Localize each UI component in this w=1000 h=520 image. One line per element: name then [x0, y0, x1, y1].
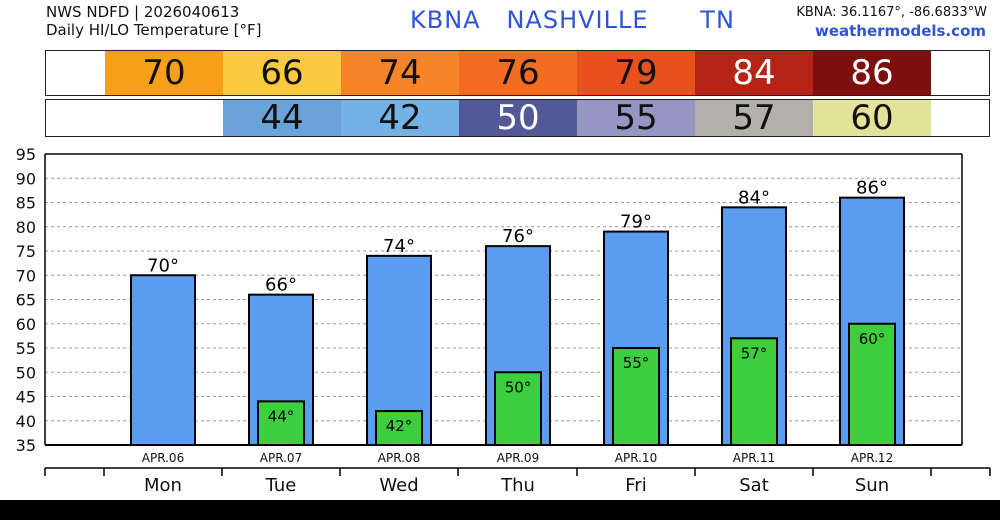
high-value-label: 79°	[620, 212, 652, 233]
date-label: APR.06	[142, 451, 184, 465]
low-value-label: 42°	[386, 417, 413, 435]
date-label: APR.08	[378, 451, 420, 465]
day-label: Fri	[625, 475, 646, 496]
low-bar	[375, 410, 423, 446]
lo-cell-2: 44	[223, 98, 341, 138]
site-link[interactable]: weathermodels.com	[814, 22, 986, 40]
low-bar	[257, 400, 305, 447]
station-coordinates: KBNA: 36.1167°, -86.6833°W	[796, 5, 987, 20]
day-label: Thu	[500, 475, 535, 496]
date-label: APR.12	[851, 451, 893, 465]
y-tick-label: 70	[16, 266, 36, 285]
low-bar	[730, 337, 778, 446]
product-title: NWS NDFD | 2026040613	[46, 3, 240, 21]
hi-cell-2: 66	[223, 51, 341, 95]
high-temperature-strip: 70 66 74 76 79 84 86	[45, 50, 990, 96]
y-tick-label: 35	[16, 436, 36, 455]
temperature-bar-chart: 35 40 45 50 55 60 65 70 75 80 85 90 95 70° 66° 44° 74° 42…	[16, 145, 991, 496]
low-temperature-strip: 44 42 50 55 57 60	[45, 98, 990, 138]
lo-cell-7: 60	[813, 98, 931, 138]
lo-cell-4: 50	[459, 98, 577, 138]
day-label: Tue	[265, 475, 297, 496]
variable-title: Daily HI/LO Temperature [°F]	[46, 21, 262, 39]
day-label: Mon	[144, 475, 182, 496]
y-tick-label: 40	[16, 412, 36, 431]
hi-cell-6: 84	[695, 51, 813, 95]
y-tick-label: 60	[16, 315, 36, 334]
day-label: Wed	[379, 475, 418, 496]
low-value-label: 44°	[268, 407, 295, 425]
y-tick-label: 65	[16, 291, 36, 310]
hi-cell-1: 70	[105, 51, 223, 95]
y-tick-label: 90	[16, 169, 36, 188]
hi-cell-5: 79	[577, 51, 695, 95]
low-bar	[848, 322, 896, 446]
lo-cell-5: 55	[577, 98, 695, 138]
date-label: APR.09	[497, 451, 539, 465]
day-label: Sun	[855, 475, 889, 496]
high-value-label: 86°	[856, 178, 888, 199]
high-bar	[130, 274, 196, 446]
high-value-label: 84°	[738, 187, 770, 208]
date-label: APR.11	[733, 451, 775, 465]
high-value-label: 76°	[502, 226, 534, 247]
date-label: APR.07	[260, 451, 302, 465]
y-tick-label: 85	[16, 194, 36, 213]
high-value-label: 74°	[383, 236, 415, 257]
hi-cell-3: 74	[341, 51, 459, 95]
y-tick-label: 45	[16, 388, 36, 407]
low-value-label: 55°	[623, 354, 650, 372]
y-tick-label: 80	[16, 218, 36, 237]
lo-cell-1	[105, 100, 223, 136]
low-value-label: 57°	[741, 344, 768, 362]
y-tick-label: 50	[16, 363, 36, 382]
high-value-label: 70°	[147, 255, 179, 276]
hi-cell-4: 76	[459, 51, 577, 95]
y-tick-label: 75	[16, 242, 36, 261]
high-value-label: 66°	[265, 275, 297, 296]
bottom-bar	[0, 500, 1000, 520]
date-label: APR.10	[615, 451, 657, 465]
low-value-label: 50°	[505, 378, 532, 396]
hi-cell-7: 86	[813, 51, 931, 95]
lo-cell-6: 57	[695, 98, 813, 138]
low-value-label: 60°	[859, 330, 886, 348]
y-tick-label: 95	[16, 145, 36, 164]
y-tick-label: 55	[16, 339, 36, 358]
lo-cell-3: 42	[341, 98, 459, 138]
day-label: Sat	[739, 475, 769, 496]
station-title: KBNA NASHVILLE TN	[410, 6, 735, 34]
